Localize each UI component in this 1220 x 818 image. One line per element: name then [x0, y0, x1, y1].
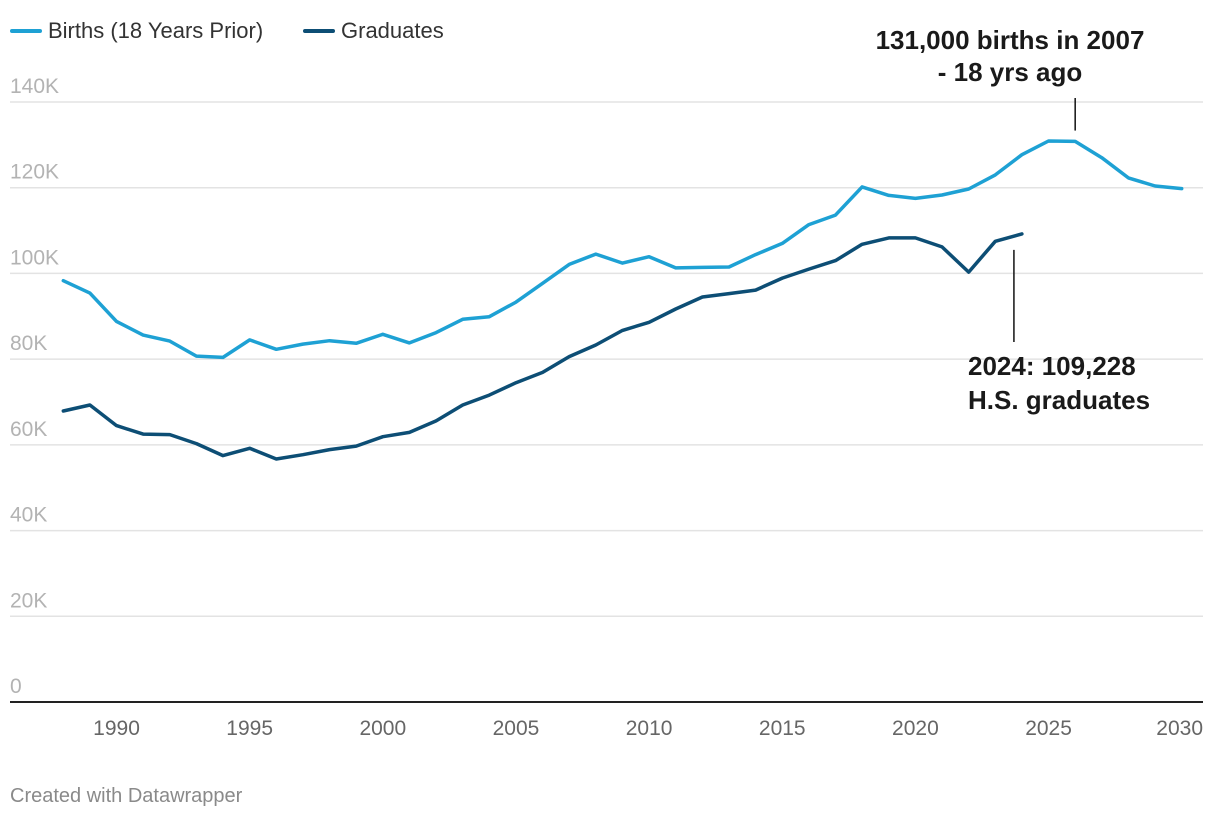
series-line-births: [61, 139, 1184, 360]
x-tick-label: 2025: [1025, 717, 1072, 740]
x-tick-label: 1995: [226, 717, 273, 740]
y-tick-label: 20K: [10, 589, 47, 612]
x-tick-label: 2030: [1156, 717, 1203, 740]
legend-label-graduates: Graduates: [341, 18, 444, 43]
gridlines: [10, 101, 1203, 703]
y-tick-label: 80K: [10, 332, 47, 355]
y-tick-label: 0: [10, 675, 22, 698]
x-tick-label: 2015: [759, 717, 806, 740]
x-tick-label: 2010: [626, 717, 673, 740]
series-line-graduates: [61, 232, 1024, 461]
annotation-peak-line2: - 18 yrs ago: [938, 57, 1083, 87]
x-tick-label: 1990: [93, 717, 140, 740]
y-axis-ticks: 0 20K 40K 60K 80K 100K 120K 140K: [10, 75, 59, 698]
y-tick-label: 100K: [10, 246, 59, 269]
y-tick-label: 120K: [10, 161, 59, 184]
legend-label-births: Births (18 Years Prior): [48, 18, 263, 43]
y-tick-label: 140K: [10, 75, 59, 98]
annotation-graduates-line2: H.S. graduates: [968, 385, 1150, 415]
legend: Births (18 Years Prior) Graduates: [10, 18, 444, 43]
x-tick-label: 2000: [359, 717, 406, 740]
x-tick-label: 2020: [892, 717, 939, 740]
x-axis-ticks: 1990 1995 2000 2005 2010 2015 2020 2025 2030: [93, 717, 1203, 740]
credit-text: Created with Datawrapper: [10, 785, 243, 807]
y-tick-label: 60K: [10, 418, 47, 441]
x-tick-label: 2005: [493, 717, 540, 740]
y-tick-label: 40K: [10, 504, 47, 527]
series-lines: [61, 139, 1184, 461]
annotation-peak-line1: 131,000 births in 2007: [876, 25, 1145, 55]
annotations: 131,000 births in 2007- 18 yrs ago 2024: …: [876, 25, 1150, 415]
annotation-graduates-line1: 2024: 109,228: [968, 351, 1136, 381]
